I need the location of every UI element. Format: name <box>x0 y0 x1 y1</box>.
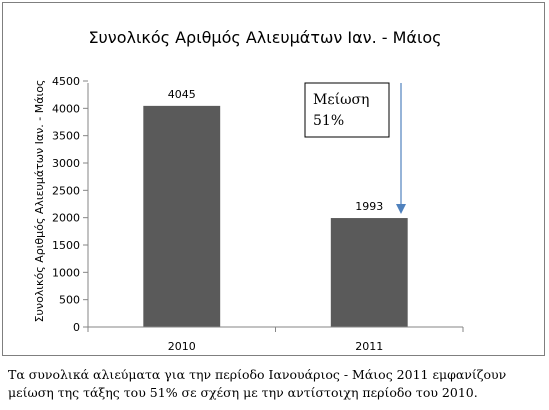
x-axis-ticks: 2010 2011 <box>87 327 464 353</box>
y-tick-label: 2000 <box>52 212 80 225</box>
data-label-2010: 4045 <box>168 88 196 101</box>
chart-title: Συνολικός Αριθμός Αλιευμάτων Ιαν. - Μάιο… <box>88 28 441 47</box>
annotation-box: Μείωση 51% <box>304 82 390 138</box>
y-tick-label: 1000 <box>52 266 80 279</box>
y-tick-label: 4500 <box>52 75 80 88</box>
caption: Τα συνολικά αλιεύματα για την περίοδο Ια… <box>8 366 545 402</box>
x-tick-label-2011: 2011 <box>355 340 383 353</box>
annotation-arrow-head <box>396 204 406 214</box>
y-tick-label: 4000 <box>52 102 80 115</box>
chart-frame: Συνολικός Αριθμός Αλιευμάτων Ιαν. - Μάιο… <box>2 2 545 356</box>
y-tick-label: 2500 <box>52 184 80 197</box>
y-tick-label: 3000 <box>52 157 80 170</box>
bar-chart: Συνολικός Αριθμός Αλιευμάτων Ιαν. - Μάιο… <box>33 28 464 353</box>
annotation-line-1: Μείωση <box>313 91 369 108</box>
annotation-line-2: 51% <box>313 113 344 129</box>
y-tick-label: 1500 <box>52 239 80 252</box>
y-tick-label: 3500 <box>52 130 80 143</box>
x-tick-label-2010: 2010 <box>168 340 196 353</box>
annotation-box-border <box>304 82 390 138</box>
y-axis-ticks: 0 500 1000 1500 2000 2500 3000 3500 4000 4500 <box>52 75 88 334</box>
y-tick-label: 0 <box>73 321 80 334</box>
data-label-2011: 1993 <box>355 200 383 213</box>
y-axis-label: Συνολικός Αριθμός Αλιευμάτων Ιαν. - Μάιο… <box>33 80 46 323</box>
y-tick-label: 500 <box>59 294 80 307</box>
bars: 4045 1993 <box>143 88 408 327</box>
caption-line-2: μείωση της τάξης του 51% σε σχέση με την… <box>8 385 478 400</box>
bar-2010 <box>143 105 221 327</box>
bar-2011 <box>330 218 408 327</box>
caption-line-1: Τα συνολικά αλιεύματα για την περίοδο Ια… <box>8 367 507 382</box>
